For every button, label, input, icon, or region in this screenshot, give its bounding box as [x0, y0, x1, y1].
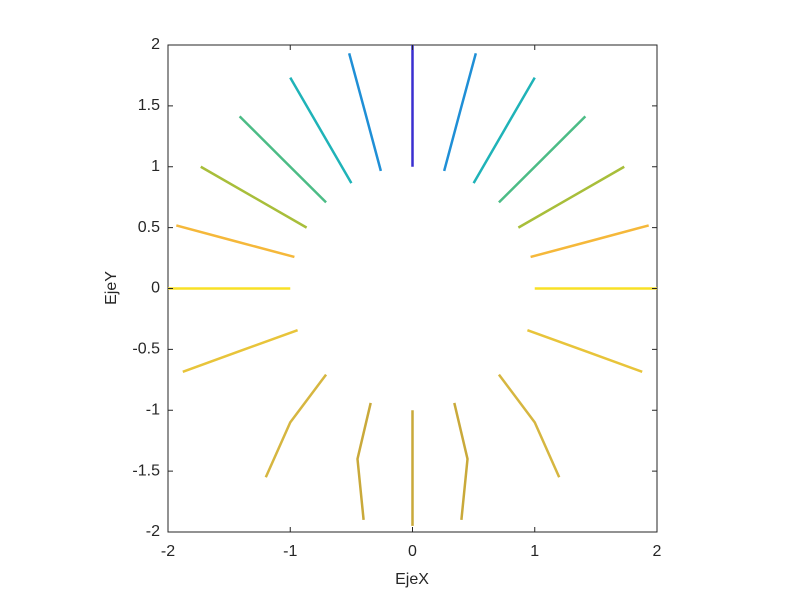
streamline — [498, 115, 587, 204]
streamline — [517, 165, 625, 229]
x-tick-label: -1 — [283, 543, 297, 560]
y-tick-label: -1.5 — [132, 462, 160, 479]
y-tick-label: -1 — [146, 401, 160, 418]
streamline — [530, 224, 650, 259]
streamline — [526, 328, 643, 373]
streamline — [264, 373, 328, 478]
y-tick-label: -2 — [146, 523, 160, 540]
streamline — [472, 77, 536, 184]
streamline — [347, 52, 383, 172]
x-axis-label: EjeX — [395, 571, 429, 588]
x-tick-label: 1 — [530, 543, 539, 560]
streamline — [356, 402, 372, 520]
streamline — [238, 115, 327, 204]
x-tick-label: 0 — [408, 543, 417, 560]
y-tick-label: 2 — [151, 36, 160, 53]
streamline — [175, 224, 295, 259]
streamline — [497, 373, 561, 478]
y-tick-label: 0.5 — [138, 219, 160, 236]
x-tick-label: -2 — [161, 543, 175, 560]
y-tick-label: -0.5 — [132, 341, 160, 358]
streamline — [453, 402, 469, 520]
y-tick-label: 1 — [151, 158, 160, 175]
streamline — [442, 52, 478, 172]
streamline — [200, 165, 308, 229]
x-tick-label: 2 — [653, 543, 662, 560]
y-axis-label: EjeY — [103, 271, 120, 305]
streamline — [182, 328, 299, 373]
streamline — [289, 77, 353, 184]
y-tick-label: 0 — [151, 280, 160, 297]
y-tick-label: 1.5 — [138, 97, 160, 114]
